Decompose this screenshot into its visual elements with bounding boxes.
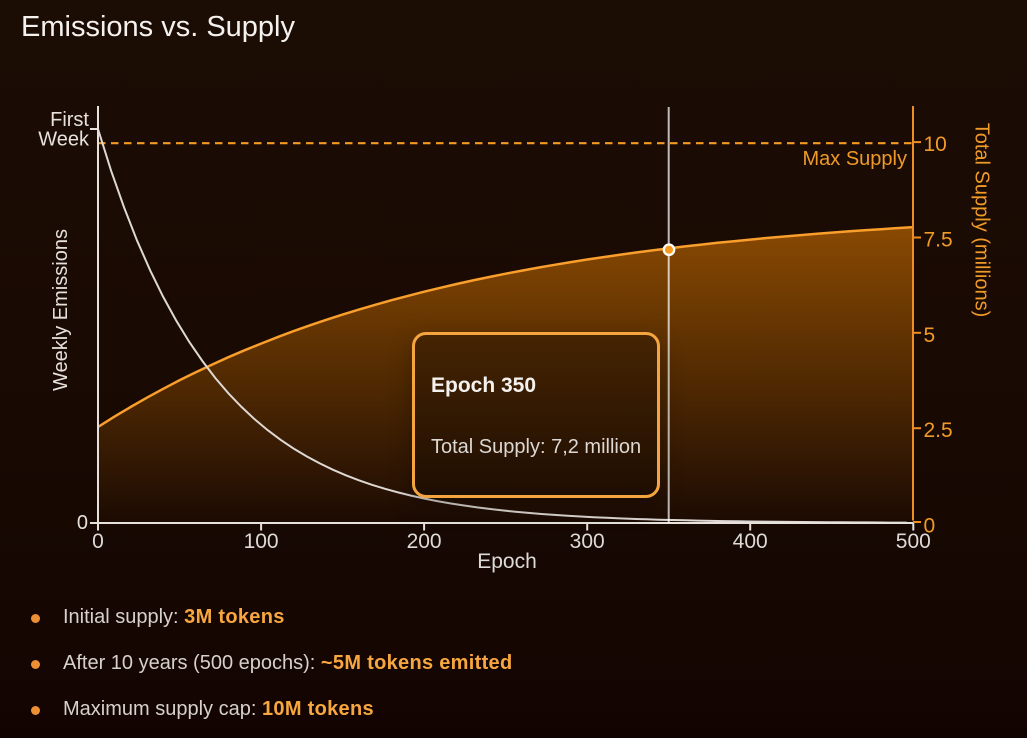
svg-text:500: 500 [896,530,931,553]
svg-text:Weekly Emissions: Weekly Emissions [50,229,72,391]
svg-text:400: 400 [733,530,768,553]
svg-text:0: 0 [924,515,936,538]
svg-text:200: 200 [407,530,442,553]
svg-text:First: First [50,109,89,131]
svg-text:Max Supply: Max Supply [803,148,908,170]
svg-text:100: 100 [244,530,279,553]
svg-text:Total Supply (millions): Total Supply (millions) [971,123,993,318]
svg-text:Week: Week [38,129,90,151]
svg-text:10: 10 [924,133,947,156]
svg-text:300: 300 [570,530,605,553]
svg-text:Epoch: Epoch [477,550,537,573]
svg-text:7.5: 7.5 [924,229,953,252]
svg-text:0: 0 [92,530,104,553]
svg-text:5: 5 [924,324,936,347]
svg-text:0: 0 [77,512,88,534]
svg-text:2.5: 2.5 [924,419,953,442]
